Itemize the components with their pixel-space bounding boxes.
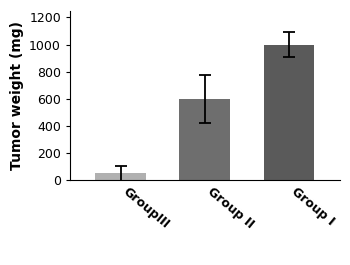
Bar bbox=[95, 173, 146, 180]
Bar bbox=[264, 45, 314, 180]
Bar bbox=[180, 99, 230, 180]
Y-axis label: Tumor weight (mg): Tumor weight (mg) bbox=[9, 21, 23, 170]
